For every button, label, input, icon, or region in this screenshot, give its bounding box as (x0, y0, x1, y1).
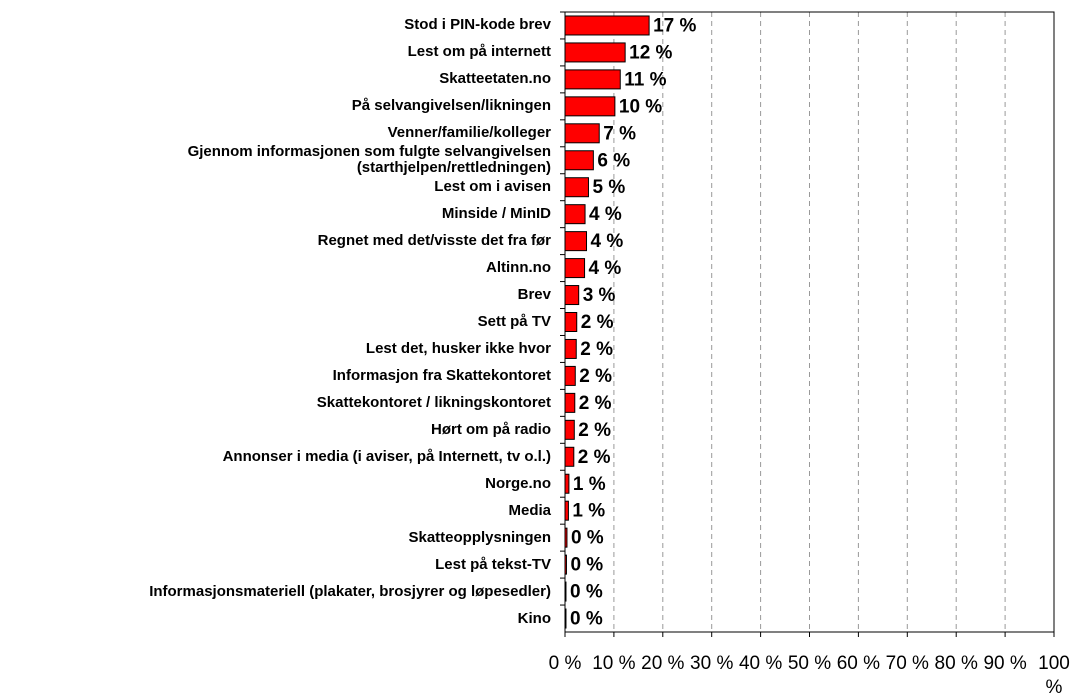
bar (564, 312, 578, 332)
bar (564, 446, 575, 467)
value-label: 0 % (570, 555, 603, 576)
category-label: Kino (517, 609, 551, 627)
category-label: Altinn.no (486, 259, 551, 277)
value-label: 11 % (624, 69, 666, 90)
value-label: 10 % (619, 96, 662, 117)
category-label: Venner/familie/kolleger (387, 124, 551, 142)
value-label: 7 % (603, 123, 636, 144)
value-label: 1 % (573, 474, 606, 495)
x-tick-label: 20 % (641, 653, 685, 674)
category-label: Lest på tekst-TV (435, 555, 551, 573)
bar (564, 608, 567, 629)
x-tick-label: 100 % (1038, 653, 1070, 698)
bar (564, 392, 576, 413)
bar (564, 581, 567, 602)
bar (564, 204, 586, 225)
value-label: 2 % (578, 447, 611, 468)
category-label: Skatteetaten.no (439, 70, 551, 88)
value-label: 2 % (579, 366, 612, 387)
bar (564, 150, 594, 171)
value-label: 0 % (570, 609, 603, 630)
category-label: Informasjonsmateriell (plakater, brosjyr… (149, 582, 551, 600)
category-label: Annonser i media (i aviser, på Internett… (222, 447, 551, 465)
x-tick-label: 80 % (934, 653, 978, 674)
value-label: 0 % (570, 582, 603, 603)
x-tick-label: 40 % (738, 653, 783, 674)
category-label: Sett på TV (477, 313, 551, 330)
value-label: 0 % (571, 528, 604, 549)
x-tick-label: 0 % (548, 653, 582, 674)
bar (564, 123, 600, 144)
bar (564, 527, 568, 548)
bar (564, 500, 569, 521)
category-label: Lest om på internett (407, 43, 551, 61)
value-label: 5 % (592, 177, 625, 198)
bar (564, 419, 575, 440)
category-label: Skatteopplysningen (408, 528, 551, 546)
category-label: Brev (517, 286, 551, 304)
category-label: Skattekontoret / likningskontoret (316, 393, 551, 411)
value-label: 12 % (629, 42, 672, 63)
value-label: 4 % (589, 204, 622, 225)
x-tick-label: 10 % (592, 653, 636, 674)
bar (564, 258, 586, 279)
value-label: 1 % (572, 501, 605, 522)
x-tick-label: 60 % (836, 653, 881, 674)
bar (564, 177, 589, 198)
bar (564, 15, 650, 36)
x-tick-label: 50 % (787, 653, 832, 674)
x-tick-label: 30 % (690, 653, 734, 674)
category-label: Minside / MinID (441, 205, 551, 223)
category-label: Lest det, husker ikke hvor (365, 339, 551, 357)
value-label: 2 % (579, 393, 612, 414)
category-label: Stod i PIN-kode brev (404, 16, 551, 34)
value-label: 17 % (653, 15, 696, 36)
bar (564, 338, 577, 359)
bar (564, 365, 576, 386)
category-label: På selvangivelsen/likningen (351, 97, 551, 115)
bar (564, 96, 616, 117)
value-label: 3 % (583, 285, 616, 306)
bar (564, 42, 626, 63)
value-label: 6 % (597, 150, 630, 171)
bar (564, 231, 588, 252)
category-label: Norge.no (485, 474, 551, 492)
value-label: 4 % (591, 231, 624, 252)
category-label: Lest om i avisen (434, 178, 551, 196)
value-label: 2 % (578, 420, 611, 441)
value-label: 2 % (580, 339, 613, 360)
category-label: Gjennom informasjonen som fulgte selvang… (187, 143, 551, 177)
bar (564, 285, 580, 306)
bar (564, 473, 570, 494)
category-label: Media (508, 501, 551, 519)
category-label: Regnet med det/visste det fra før (317, 232, 551, 250)
x-tick-label: 90 % (983, 653, 1027, 674)
bar (564, 69, 621, 90)
category-label: Hørt om på radio (430, 420, 551, 438)
x-tick-label: 70 % (885, 653, 929, 674)
category-label: Informasjon fra Skattekontoret (332, 366, 551, 384)
value-label: 2 % (581, 312, 614, 333)
value-label: 4 % (589, 258, 622, 279)
bar (564, 554, 567, 575)
